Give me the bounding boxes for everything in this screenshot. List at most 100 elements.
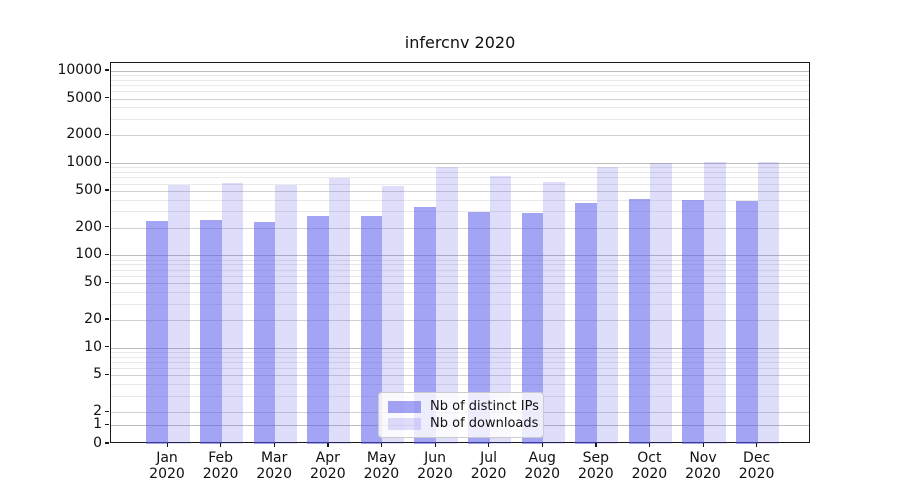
bar-ips-feb xyxy=(199,220,222,444)
x-tick-mark xyxy=(595,443,597,447)
y-tick-mark xyxy=(105,189,109,191)
legend-item-distinct-ips: Nb of distinct IPs xyxy=(388,398,539,415)
bar-ips-apr xyxy=(307,215,329,444)
x-tick-label-nov: Nov 2020 xyxy=(685,450,721,482)
y-tick-mark xyxy=(105,373,109,376)
gridline-70 xyxy=(111,269,809,271)
x-tick-label-feb: Feb 2020 xyxy=(202,450,239,482)
gridline-700 xyxy=(111,177,809,179)
x-tick-label-aug: Aug 2020 xyxy=(524,450,560,482)
gridline-500 xyxy=(111,190,809,192)
bar-ips-may xyxy=(360,216,383,444)
gridline-300 xyxy=(111,211,809,213)
y-tick-label-2000: 2000 xyxy=(66,126,102,143)
y-tick-mark xyxy=(105,97,109,99)
x-tick-mark xyxy=(702,443,704,447)
gridline-2000 xyxy=(111,135,809,137)
chart-title: infercnv 2020 xyxy=(404,33,516,52)
bar-downloads-oct xyxy=(650,163,673,444)
legend: Nb of distinct IPs Nb of downloads xyxy=(378,392,544,438)
y-tick-label-1000: 1000 xyxy=(66,154,102,170)
bar-downloads-may xyxy=(382,186,405,444)
bar-downloads-jan xyxy=(168,184,190,444)
x-tick-mark xyxy=(327,443,329,447)
y-tick-mark xyxy=(105,318,109,320)
bar-ips-aug xyxy=(521,213,544,444)
gridline-9000 xyxy=(111,74,809,76)
plot-area xyxy=(110,62,810,444)
bar-ips-oct xyxy=(628,198,651,444)
y-tick-label-1: 1 xyxy=(93,416,102,433)
y-tick-mark xyxy=(105,226,109,228)
bar-downloads-sep xyxy=(596,167,619,444)
gridline-60 xyxy=(111,275,809,277)
bar-ips-mar xyxy=(253,222,276,444)
x-tick-mark xyxy=(756,443,758,447)
gridline-900 xyxy=(111,167,809,169)
gridline-3000 xyxy=(111,119,809,120)
bar-downloads-aug xyxy=(543,181,565,444)
gridline-20 xyxy=(111,319,809,321)
x-tick-label-jul: Jul 2020 xyxy=(470,450,507,482)
gridline-4000 xyxy=(111,107,809,109)
gridline-8000 xyxy=(111,79,809,81)
y-tick-mark xyxy=(105,133,109,136)
bar-downloads-apr xyxy=(328,177,351,444)
y-tick-label-10000: 10000 xyxy=(57,61,102,78)
gridline-600 xyxy=(111,183,809,185)
bar-downloads-mar xyxy=(275,184,297,444)
x-tick-label-jan: Jan 2020 xyxy=(149,450,185,482)
y-tick-mark xyxy=(105,423,109,426)
bar-ips-sep xyxy=(575,203,597,444)
bar-downloads-jun xyxy=(436,167,458,444)
gridline-7 xyxy=(111,361,809,363)
x-tick-mark xyxy=(434,443,436,447)
gridline-6000 xyxy=(111,91,809,93)
bar-downloads-jul xyxy=(489,176,512,444)
y-tick-label-20: 20 xyxy=(84,310,102,327)
gridline-90 xyxy=(111,259,809,261)
y-tick-label-0: 0 xyxy=(93,434,102,451)
bar-downloads-dec xyxy=(757,162,780,444)
gridline-80 xyxy=(111,264,809,266)
gridline-10 xyxy=(111,347,809,349)
y-tick-mark xyxy=(105,161,109,163)
gridline-4 xyxy=(111,384,809,386)
x-tick-label-oct: Oct 2020 xyxy=(631,450,668,482)
bar-ips-dec xyxy=(735,201,758,444)
y-tick-label-10: 10 xyxy=(84,338,102,355)
gridline-5000 xyxy=(111,98,809,100)
x-tick-mark xyxy=(220,443,222,447)
y-tick-label-50: 50 xyxy=(84,274,102,291)
x-tick-mark xyxy=(380,443,383,447)
gridline-7000 xyxy=(111,85,809,86)
y-tick-mark xyxy=(105,253,109,256)
gridline-800 xyxy=(111,171,809,173)
bar-ips-nov xyxy=(682,199,704,444)
legend-label-distinct-ips: Nb of distinct IPs xyxy=(430,399,539,414)
x-tick-mark xyxy=(541,443,544,447)
gridline-40 xyxy=(111,292,809,293)
gridline-50 xyxy=(111,283,809,285)
x-tick-label-apr: Apr 2020 xyxy=(309,450,346,482)
x-tick-mark xyxy=(166,443,168,447)
gridline-8 xyxy=(111,356,809,358)
gridline-30 xyxy=(111,303,809,305)
bar-ips-jun xyxy=(414,207,436,444)
y-tick-label-5: 5 xyxy=(93,366,102,383)
gridline-400 xyxy=(111,199,809,201)
x-tick-label-mar: Mar 2020 xyxy=(256,450,292,482)
legend-item-downloads: Nb of downloads xyxy=(388,415,538,432)
y-tick-label-200: 200 xyxy=(75,218,102,235)
y-tick-mark xyxy=(105,69,109,71)
y-tick-mark xyxy=(105,442,109,444)
y-tick-label-500: 500 xyxy=(75,181,102,198)
y-tick-mark xyxy=(105,281,109,283)
gridline-1000 xyxy=(111,163,809,164)
gridline-200 xyxy=(111,227,809,229)
x-tick-label-sep: Sep 2020 xyxy=(577,450,614,482)
legend-swatch-distinct-ips xyxy=(388,400,421,413)
x-tick-mark xyxy=(273,443,276,447)
legend-label-downloads: Nb of downloads xyxy=(430,416,539,431)
gridline-6 xyxy=(111,368,809,370)
